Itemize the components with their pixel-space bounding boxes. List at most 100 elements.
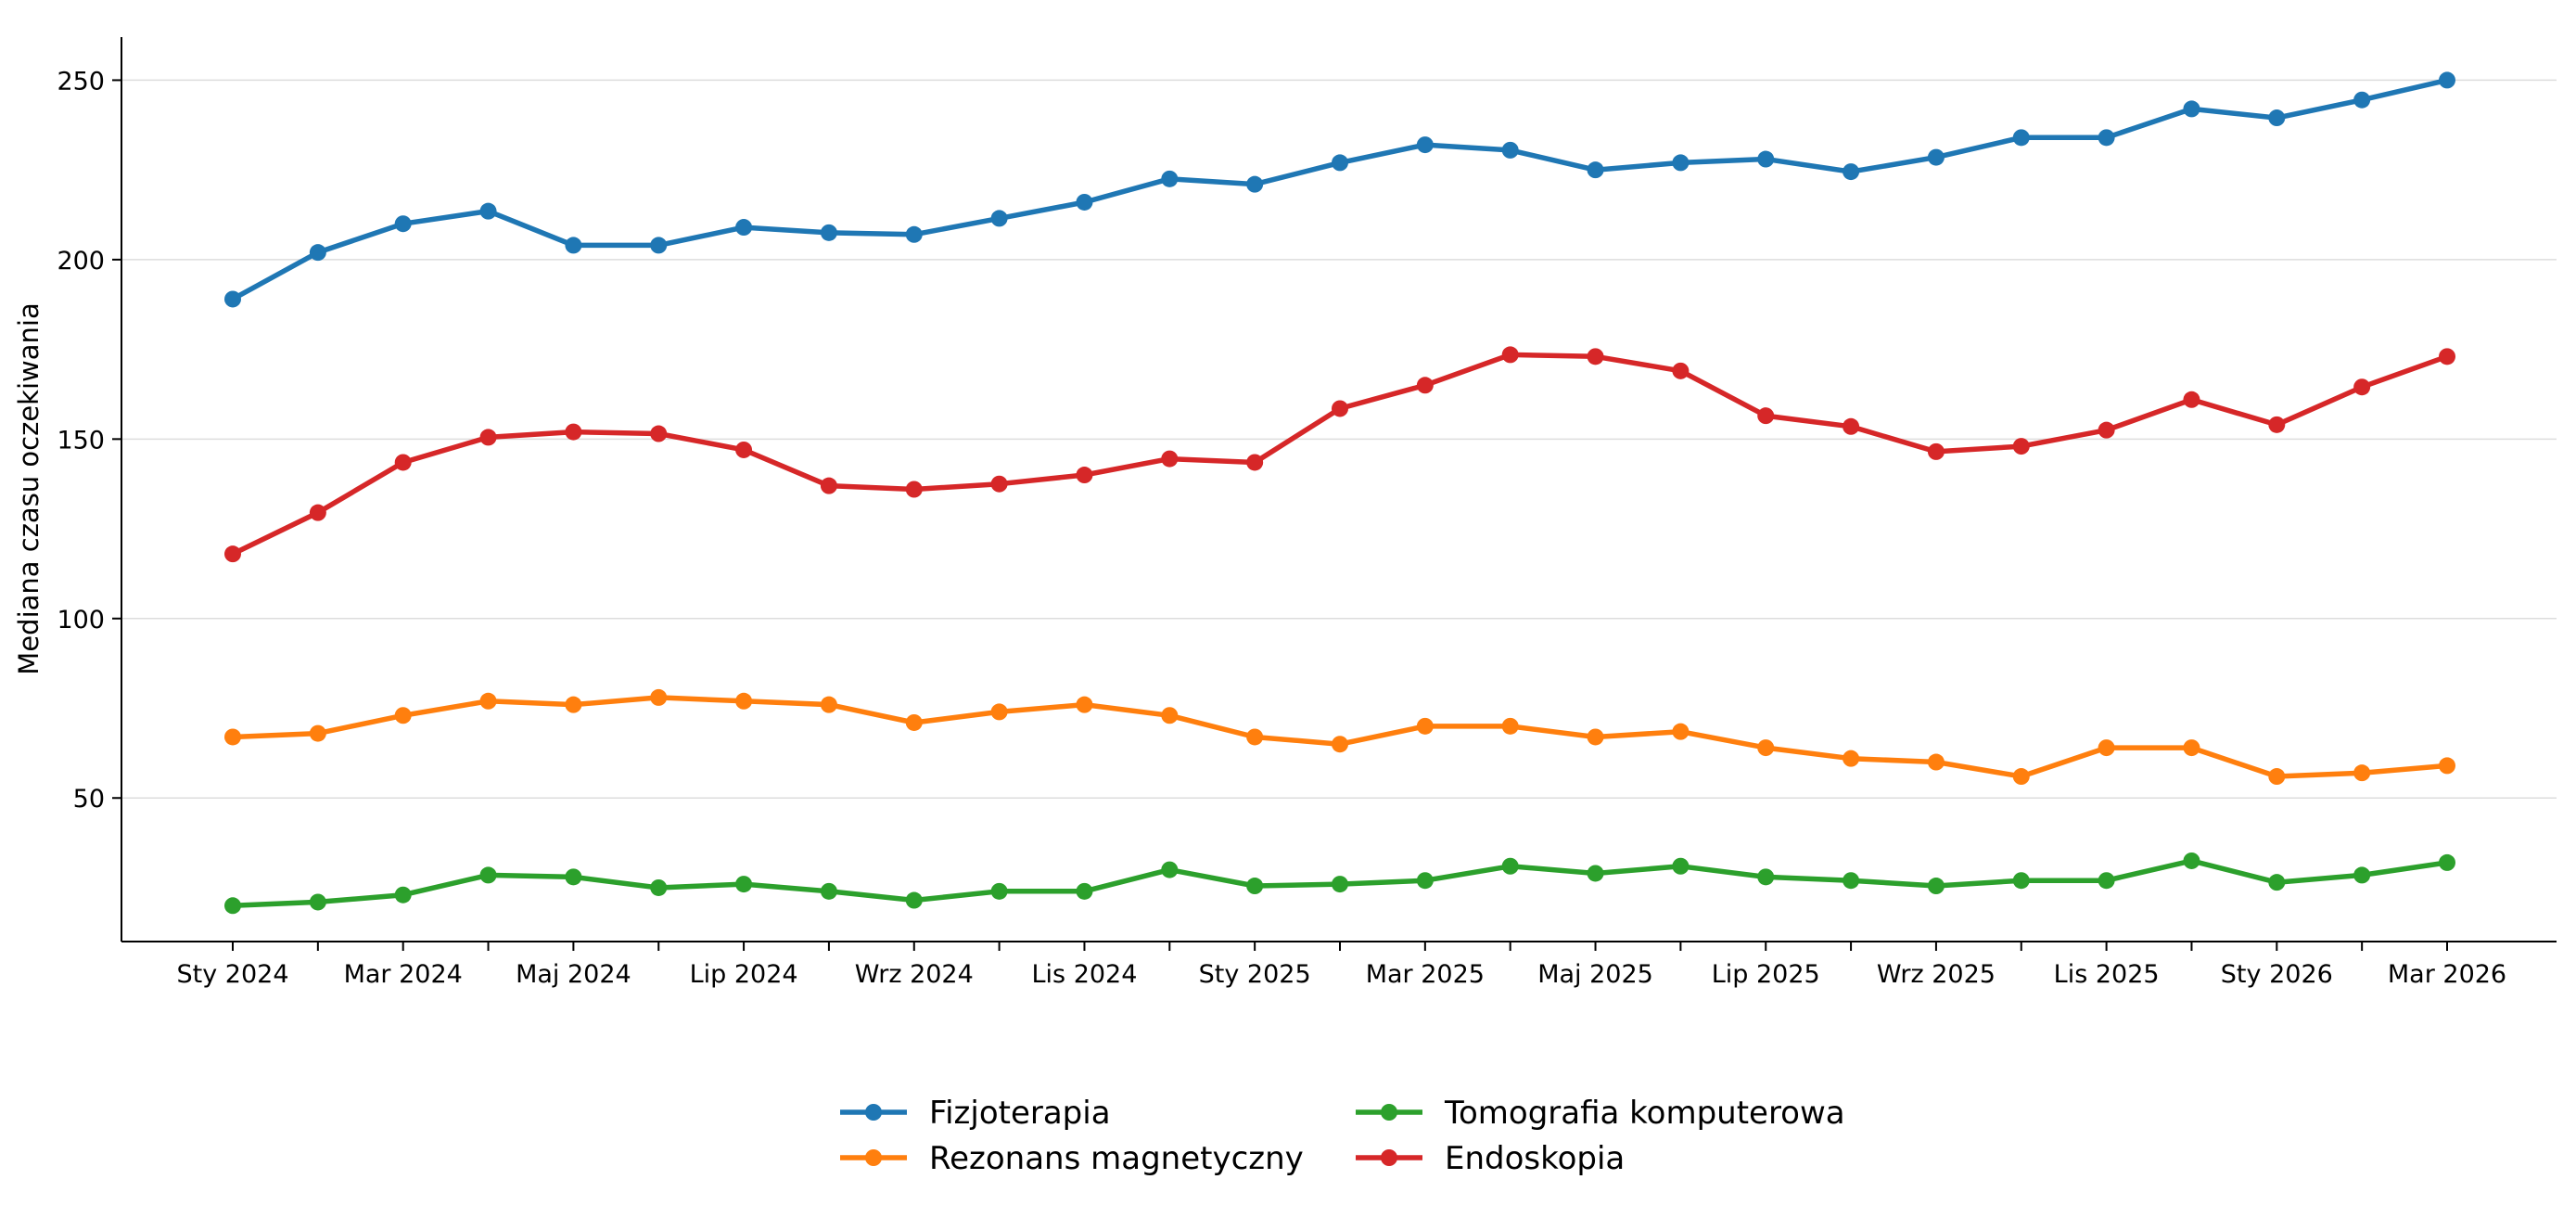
data-point (224, 545, 241, 563)
data-point (1332, 400, 1348, 417)
data-point (1843, 163, 1860, 181)
x-tick-label: Sty 2024 (177, 960, 289, 989)
legend-label: Endoskopia (1445, 1140, 1625, 1177)
data-point (1672, 723, 1690, 740)
data-point (990, 703, 1008, 721)
data-point (990, 210, 1008, 227)
data-point (1587, 161, 1604, 179)
data-point (990, 882, 1008, 900)
data-point (1076, 882, 1093, 900)
data-point (309, 504, 326, 521)
data-point (565, 868, 582, 886)
data-point (1843, 750, 1860, 767)
data-point (1332, 154, 1348, 172)
data-point (2012, 768, 2030, 786)
data-point (1246, 175, 1264, 193)
series-layer (224, 71, 2455, 915)
data-point (2012, 438, 2030, 455)
data-point (2183, 852, 2200, 869)
data-point (1757, 407, 1775, 425)
data-point (2439, 71, 2455, 89)
data-point (1416, 717, 1434, 735)
data-point (2439, 348, 2455, 365)
data-point (1161, 170, 1179, 187)
data-point (1587, 865, 1604, 882)
data-point (735, 441, 753, 458)
data-point (650, 425, 668, 442)
data-point (224, 290, 241, 308)
data-point (735, 692, 753, 710)
data-point (1757, 150, 1775, 168)
y-gridlines (121, 79, 2557, 799)
legend: Fizjoterapia Rezonans magnetyczny Tomograf… (840, 1095, 1845, 1177)
data-point (1843, 872, 1860, 890)
data-point (1501, 717, 1519, 735)
data-point (224, 728, 241, 746)
x-tick-label: Maj 2024 (516, 960, 631, 989)
data-point (309, 893, 326, 911)
x-tick-label: Lip 2025 (1712, 960, 1820, 989)
series-2 (224, 688, 2455, 786)
data-point (2183, 739, 2200, 757)
data-point (820, 224, 837, 241)
legend-label: Rezonans magnetyczny (929, 1140, 1304, 1177)
data-point (565, 696, 582, 713)
x-tick-label: Lis 2024 (1032, 960, 1138, 989)
data-point (2353, 764, 2371, 782)
data-point (565, 423, 582, 441)
data-point (820, 882, 837, 900)
data-point (309, 724, 326, 742)
data-point (990, 475, 1008, 493)
axes (121, 37, 2557, 942)
legend-marker (1381, 1149, 1397, 1166)
y-tick-label: 150 (57, 426, 105, 455)
data-point (224, 897, 241, 915)
y-tick-label: 200 (57, 247, 105, 276)
data-point (1501, 141, 1519, 159)
data-point (1757, 739, 1775, 757)
x-tick-label: Wrz 2024 (855, 960, 974, 989)
legend-item: Tomografia komputerowa (1356, 1095, 1845, 1132)
data-point (1161, 450, 1179, 468)
x-ticks: Sty 2024 Mar 2024 Maj 2024 Lip 2024 Wrz 2024… (177, 942, 2506, 989)
x-tick-label: Lis 2025 (2054, 960, 2160, 989)
data-point (1076, 193, 1093, 211)
y-tick-label: 250 (57, 67, 105, 96)
data-point (1076, 467, 1093, 484)
legend-marker (1381, 1104, 1397, 1121)
data-point (1927, 878, 1945, 895)
data-point (905, 225, 923, 243)
data-point (1501, 857, 1519, 875)
y-tick-label: 50 (73, 785, 105, 814)
y-ticks: 50 100 150 200 250 (57, 67, 121, 814)
x-tick-label: Mar 2025 (1366, 960, 1485, 989)
x-tick-label: Lip 2024 (690, 960, 798, 989)
data-point (2353, 866, 2371, 884)
data-point (2098, 872, 2115, 890)
data-point (820, 477, 837, 494)
data-point (479, 429, 497, 446)
data-point (394, 454, 412, 471)
data-point (650, 237, 668, 254)
legend-label: Fizjoterapia (929, 1095, 1111, 1132)
y-tick-label: 100 (57, 606, 105, 635)
data-point (394, 707, 412, 724)
data-point (1587, 348, 1604, 365)
data-point (2268, 416, 2286, 433)
data-point (1416, 872, 1434, 890)
y-axis-label: Mediana czasu oczekiwania (13, 302, 45, 674)
data-point (2353, 91, 2371, 109)
data-point (735, 219, 753, 237)
series-line (230, 77, 2450, 302)
x-tick-label: Mar 2026 (2388, 960, 2506, 989)
data-point (1927, 442, 1945, 460)
data-point (1416, 136, 1434, 154)
data-point (905, 713, 923, 731)
data-point (1672, 154, 1690, 172)
data-point (650, 688, 668, 706)
legend-item: Endoskopia (1356, 1140, 1625, 1177)
data-point (905, 481, 923, 498)
series-3 (224, 852, 2455, 915)
data-point (2268, 109, 2286, 127)
data-point (1246, 728, 1264, 746)
